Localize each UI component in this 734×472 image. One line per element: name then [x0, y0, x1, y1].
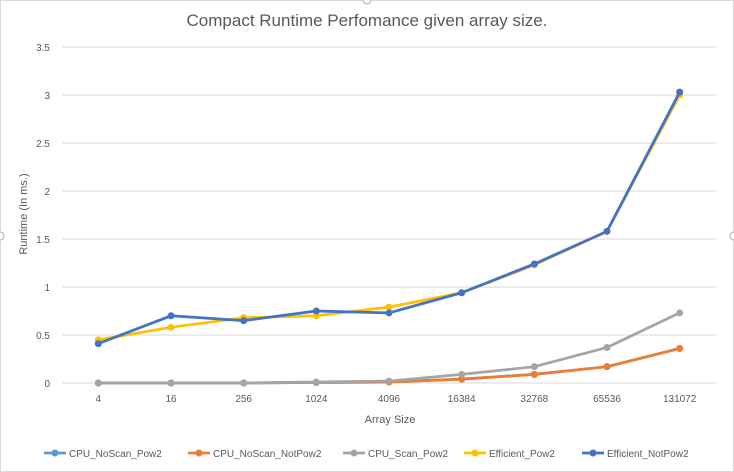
legend-item: CPU_Scan_Pow2 [343, 449, 448, 460]
y-axis-title: Runtime (In ms.) [18, 173, 30, 254]
data-point [167, 379, 175, 387]
legend-label: Efficient_Pow2 [489, 449, 555, 460]
legend-item: Efficient_NotPow2 [582, 449, 689, 460]
x-tick-label: 4 [96, 394, 102, 405]
legend-label: CPU_NoScan_NotPow2 [213, 449, 322, 460]
y-tick-label: 0 [44, 379, 50, 390]
y-tick-label: 3 [44, 91, 50, 102]
data-point [603, 343, 611, 351]
series-Efficient_NotPow2 [94, 88, 684, 348]
data-point [676, 88, 684, 96]
series-line [98, 94, 681, 342]
x-tick-label: 1024 [305, 394, 328, 405]
data-point [676, 344, 684, 352]
series-line [98, 311, 681, 385]
chart-title: Compact Runtime Perfomance given array s… [187, 11, 548, 30]
data-point [385, 303, 393, 311]
resize-handle-left[interactable] [0, 231, 5, 241]
gridlines [62, 46, 716, 384]
y-tick-label: 1 [44, 283, 50, 294]
data-point [603, 227, 611, 235]
legend-label: CPU_NoScan_Pow2 [69, 449, 162, 460]
y-tick-label: 2.5 [36, 139, 50, 150]
series-CPU_Scan_Pow2 [94, 309, 684, 387]
x-tick-label: 4096 [378, 394, 401, 405]
data-point [240, 379, 248, 387]
x-tick-label: 131072 [663, 394, 697, 405]
y-axis-ticks: 0 0.5 1 1.5 2 2.5 3 3.5 [36, 43, 50, 390]
data-point [167, 312, 175, 320]
legend-marker [51, 449, 59, 457]
y-tick-label: 3.5 [36, 43, 50, 54]
data-point [530, 363, 538, 371]
data-point [385, 309, 393, 317]
x-tick-label: 256 [235, 394, 252, 405]
x-axis-title: Array Size [365, 414, 416, 426]
data-point [676, 309, 684, 317]
data-point [312, 378, 320, 386]
resize-handle-top[interactable] [362, 0, 372, 5]
legend-item: Efficient_Pow2 [464, 449, 555, 460]
data-point [530, 260, 538, 268]
data-point [312, 307, 320, 315]
data-point [458, 289, 466, 297]
x-tick-label: 65536 [593, 394, 621, 405]
legend-item: CPU_NoScan_Pow2 [44, 449, 162, 460]
legend-marker [350, 449, 358, 457]
legend-item: CPU_NoScan_NotPow2 [188, 449, 322, 460]
legend: CPU_NoScan_Pow2 CPU_NoScan_NotPow2 CPU_Sca… [44, 449, 689, 460]
data-point [530, 370, 538, 378]
x-tick-label: 16384 [448, 394, 476, 405]
series-Efficient_Pow2 [94, 91, 684, 344]
legend-label: Efficient_NotPow2 [607, 449, 689, 460]
y-tick-label: 2 [44, 187, 50, 198]
data-point [240, 317, 248, 325]
data-point [603, 363, 611, 371]
data-point [312, 312, 320, 320]
x-axis-ticks: 4 16 256 1024 4096 16384 32768 65536 131072 [96, 394, 697, 405]
y-tick-label: 0.5 [36, 331, 50, 342]
legend-marker [195, 449, 203, 457]
legend-label: CPU_Scan_Pow2 [368, 449, 448, 460]
x-tick-label: 16 [165, 394, 177, 405]
data-point [94, 340, 102, 348]
legend-marker [589, 449, 597, 457]
series-lines [94, 88, 684, 387]
data-point [385, 377, 393, 385]
legend-marker [471, 449, 479, 457]
data-point [458, 370, 466, 378]
data-point [94, 379, 102, 387]
resize-handle-right[interactable] [729, 231, 734, 241]
data-point [458, 375, 466, 383]
selection-handles[interactable] [0, 0, 734, 241]
x-tick-label: 32768 [520, 394, 548, 405]
y-tick-label: 1.5 [36, 235, 50, 246]
data-point [167, 323, 175, 331]
